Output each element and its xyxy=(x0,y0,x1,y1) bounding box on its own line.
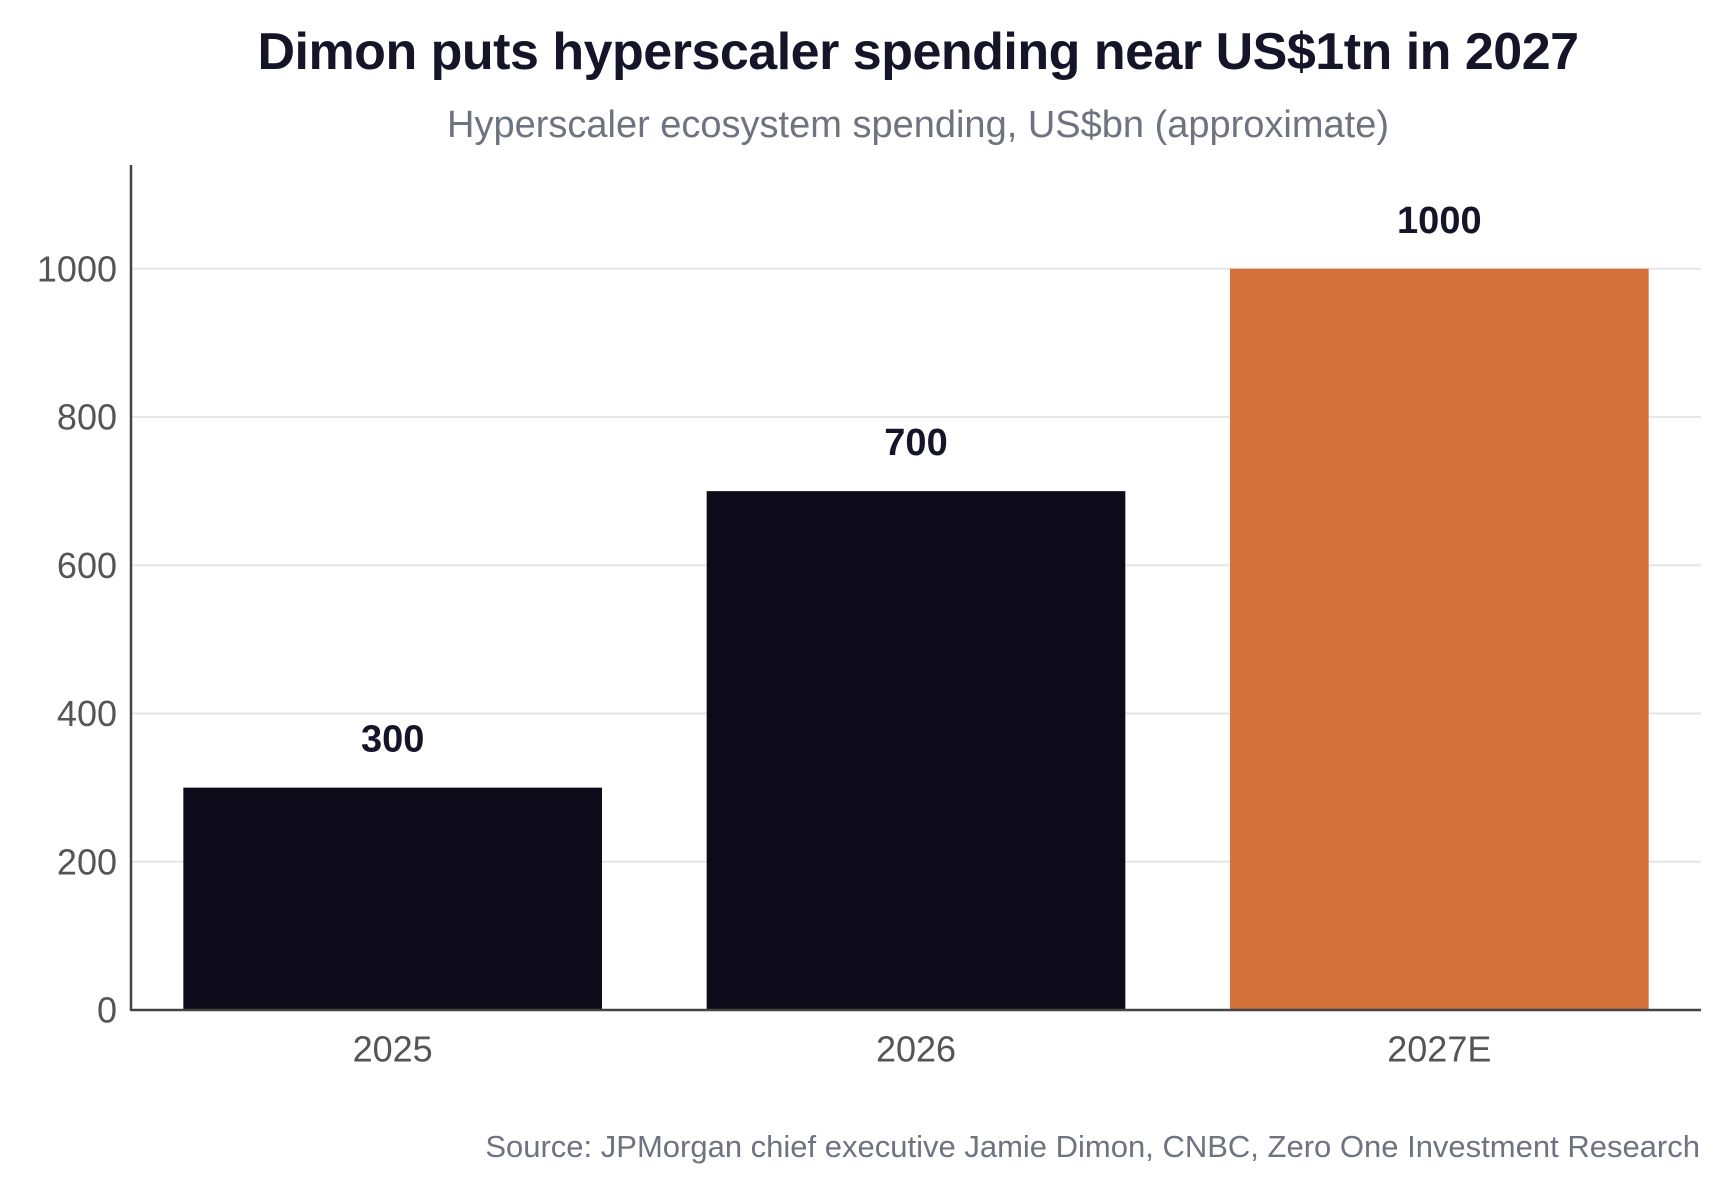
bar-value-label: 1000 xyxy=(1397,200,1482,242)
x-tick-label: 2026 xyxy=(876,1029,956,1070)
y-tick-label: 400 xyxy=(57,693,117,734)
bar-2027e xyxy=(1230,268,1649,1010)
axes xyxy=(129,165,1701,1012)
x-tick-label: 2025 xyxy=(353,1029,433,1070)
y-tick-label: 800 xyxy=(57,397,117,438)
y-tick-label: 600 xyxy=(57,545,117,586)
chart-title: Dimon puts hyperscaler spending near US$… xyxy=(257,23,1579,81)
y-tick-label: 1000 xyxy=(37,248,117,289)
y-tick-label: 0 xyxy=(97,990,117,1031)
bars xyxy=(183,268,1649,1010)
labels: 0 200 400 600 800 1000 300 2025 700 2026 1000 2027E xyxy=(37,200,1491,1070)
bar-value-label: 300 xyxy=(361,719,424,761)
chart-subtitle: Hyperscaler ecosystem spending, US$bn (a… xyxy=(447,104,1389,146)
y-tick-label: 200 xyxy=(57,841,117,882)
source-note: Source: JPMorgan chief executive Jamie D… xyxy=(485,1129,1700,1164)
x-tick-label: 2027E xyxy=(1387,1029,1491,1070)
bar-2025 xyxy=(183,787,603,1010)
bar-2026 xyxy=(706,491,1126,1010)
bar-value-label: 700 xyxy=(884,422,947,464)
